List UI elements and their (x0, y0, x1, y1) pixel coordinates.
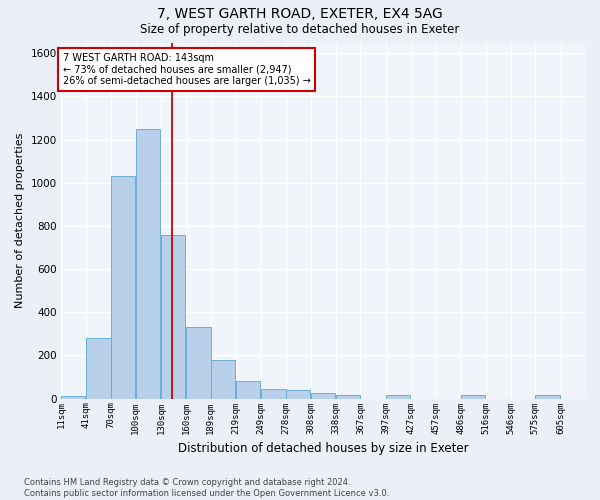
Bar (161, 234, 185, 398)
Bar (535, 396, 560, 398)
Y-axis label: Number of detached properties: Number of detached properties (15, 133, 25, 308)
Bar (286, 390, 310, 398)
Bar (61, 396, 85, 398)
Bar (236, 382, 260, 398)
Bar (187, 328, 211, 398)
Bar (336, 396, 361, 398)
Bar (110, 176, 135, 398)
Bar (461, 396, 485, 398)
Text: 7 WEST GARTH ROAD: 143sqm
← 73% of detached houses are smaller (2,947)
26% of se: 7 WEST GARTH ROAD: 143sqm ← 73% of detac… (62, 54, 311, 86)
Bar (211, 360, 235, 399)
Text: Contains HM Land Registry data © Crown copyright and database right 2024.
Contai: Contains HM Land Registry data © Crown c… (24, 478, 389, 498)
Text: Size of property relative to detached houses in Exeter: Size of property relative to detached ho… (140, 22, 460, 36)
Bar (86, 338, 110, 398)
Bar (386, 396, 410, 398)
Text: 7, WEST GARTH ROAD, EXETER, EX4 5AG: 7, WEST GARTH ROAD, EXETER, EX4 5AG (157, 8, 443, 22)
Bar (261, 389, 286, 398)
X-axis label: Distribution of detached houses by size in Exeter: Distribution of detached houses by size … (178, 442, 468, 455)
Bar (311, 393, 335, 398)
Bar (136, 129, 160, 398)
